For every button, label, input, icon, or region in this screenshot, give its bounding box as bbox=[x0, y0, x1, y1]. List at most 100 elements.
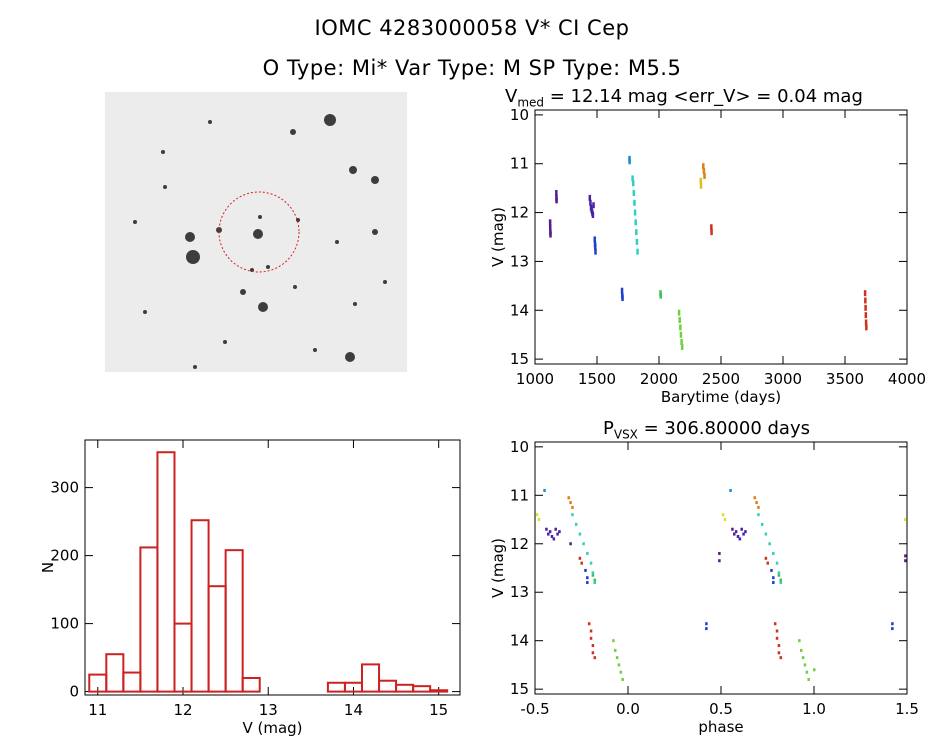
data-point bbox=[777, 573, 781, 577]
sky-image bbox=[105, 92, 407, 372]
x-tick-label: 1500 bbox=[578, 370, 616, 388]
star bbox=[133, 220, 137, 224]
data-point bbox=[864, 304, 867, 311]
star bbox=[161, 150, 165, 154]
data-point bbox=[552, 537, 556, 541]
x-tick-label: -0.5 bbox=[520, 700, 549, 718]
data-point bbox=[550, 535, 554, 538]
data-point bbox=[736, 535, 740, 538]
data-point bbox=[635, 238, 639, 245]
histogram-bar bbox=[429, 689, 449, 693]
data-point bbox=[702, 168, 706, 175]
data-point bbox=[777, 651, 781, 655]
star bbox=[349, 166, 357, 174]
data-point bbox=[633, 209, 637, 216]
data-point bbox=[904, 554, 907, 558]
data-point bbox=[679, 331, 683, 338]
data-point bbox=[558, 530, 561, 534]
data-point bbox=[545, 527, 548, 531]
data-point bbox=[744, 530, 747, 534]
data-point bbox=[613, 648, 617, 652]
data-point bbox=[733, 532, 736, 536]
data-point bbox=[764, 532, 768, 536]
y-tick-label: 14 bbox=[510, 632, 529, 650]
data-point bbox=[755, 501, 758, 505]
x-tick-label: 1.5 bbox=[895, 700, 919, 718]
data-point bbox=[772, 576, 775, 580]
data-point bbox=[779, 578, 783, 582]
data-point bbox=[864, 297, 867, 304]
x-tick-label: 15 bbox=[429, 701, 448, 719]
data-point bbox=[773, 622, 777, 626]
data-point bbox=[779, 581, 783, 585]
data-point bbox=[569, 542, 572, 546]
data-point bbox=[731, 527, 734, 531]
data-point bbox=[757, 505, 760, 509]
star bbox=[371, 176, 379, 184]
histogram-bar bbox=[156, 451, 176, 693]
star bbox=[258, 302, 268, 312]
y-tick-label: 14 bbox=[510, 301, 529, 319]
data-point bbox=[582, 542, 585, 546]
y-tick-label: 300 bbox=[50, 479, 79, 497]
data-point bbox=[555, 197, 558, 204]
star bbox=[353, 302, 357, 306]
y-axis-label: V (mag) bbox=[489, 538, 507, 598]
star bbox=[143, 310, 147, 314]
data-point bbox=[803, 663, 807, 667]
data-point bbox=[766, 561, 769, 565]
star bbox=[185, 232, 195, 242]
data-point bbox=[631, 180, 635, 187]
x-tick-label: 1.0 bbox=[802, 700, 826, 718]
data-point bbox=[591, 212, 595, 219]
data-point bbox=[864, 312, 868, 319]
y-tick-label: 11 bbox=[510, 155, 529, 173]
x-tick-label: 3500 bbox=[826, 370, 864, 388]
data-point bbox=[593, 236, 597, 243]
data-point bbox=[768, 542, 771, 546]
histogram-bar bbox=[360, 663, 381, 693]
data-point bbox=[591, 571, 595, 575]
data-point bbox=[615, 656, 619, 660]
sky-cutout-image bbox=[105, 92, 407, 372]
data-point bbox=[699, 182, 703, 189]
data-point bbox=[738, 537, 742, 541]
star bbox=[293, 285, 297, 289]
data-point bbox=[678, 317, 681, 324]
data-point bbox=[571, 505, 574, 509]
x-tick-label: 4000 bbox=[888, 370, 926, 388]
x-axis-label: V (mag) bbox=[242, 719, 302, 737]
data-point bbox=[571, 513, 574, 517]
data-point bbox=[593, 578, 597, 582]
plot-frame bbox=[534, 441, 908, 695]
data-point bbox=[591, 573, 595, 577]
data-point bbox=[799, 648, 803, 652]
data-point bbox=[777, 571, 781, 575]
data-point bbox=[621, 677, 624, 681]
x-axis-label: Barytime (days) bbox=[661, 388, 781, 406]
data-point bbox=[543, 488, 546, 492]
star bbox=[266, 265, 270, 269]
plot-frame bbox=[84, 439, 461, 696]
data-point bbox=[710, 224, 713, 231]
data-point bbox=[702, 163, 705, 170]
y-axis-label: V (mag) bbox=[489, 207, 507, 267]
histogram-bar bbox=[241, 677, 261, 693]
y-tick-label: 0 bbox=[69, 683, 79, 701]
data-point bbox=[593, 656, 597, 660]
data-point bbox=[801, 656, 805, 660]
data-point bbox=[555, 190, 558, 197]
data-point bbox=[677, 309, 681, 316]
star bbox=[250, 268, 254, 272]
data-point bbox=[891, 622, 894, 626]
data-point bbox=[770, 568, 773, 572]
x-tick-label: 13 bbox=[259, 701, 278, 719]
y-tick-label: 15 bbox=[510, 350, 529, 368]
y-tick-label: 13 bbox=[510, 583, 529, 601]
x-tick-label: 14 bbox=[344, 701, 363, 719]
data-point bbox=[710, 229, 713, 236]
data-point bbox=[718, 551, 721, 555]
data-point bbox=[798, 639, 801, 643]
data-point bbox=[617, 663, 621, 667]
